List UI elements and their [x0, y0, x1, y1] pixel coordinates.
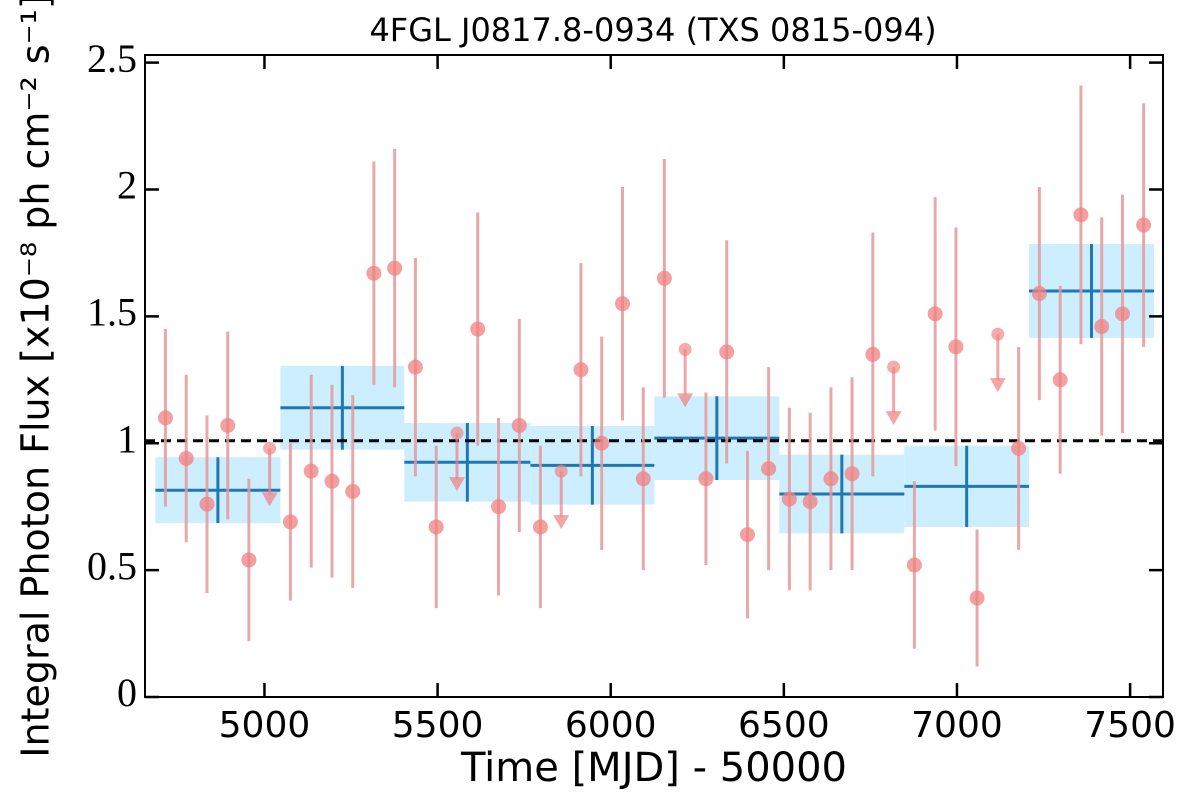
data-point [199, 496, 215, 512]
data-point [906, 557, 922, 573]
x-tick-label: 6000 [565, 705, 657, 746]
data-point [698, 471, 714, 487]
data-point [345, 483, 361, 499]
data-point [969, 590, 985, 606]
data-point [1094, 319, 1110, 335]
upper-limit-point [263, 441, 277, 455]
data-point [614, 296, 630, 312]
upper-limit-point [450, 426, 464, 440]
data-point [532, 519, 548, 535]
upper-limit-point [991, 327, 1005, 341]
data-point [366, 265, 382, 281]
upper-limit-arrow [448, 477, 465, 492]
data-point [719, 344, 735, 360]
chart-title: 4FGL J0817.8-0934 (TXS 0815-094) [369, 11, 936, 49]
y-axis-label: Integral Photon Flux [x10⁻⁸ ph cm⁻² s⁻¹] [14, 0, 58, 758]
data-point [573, 362, 589, 378]
upper-limit-arrow [885, 411, 902, 426]
data-point [948, 339, 964, 355]
upper-limit-arrow [261, 492, 278, 507]
plot-frame [144, 54, 1164, 698]
x-tick-label: 7500 [1084, 705, 1176, 746]
data-point [470, 321, 486, 337]
data-point [220, 417, 236, 433]
x-tick-label: 5000 [219, 705, 311, 746]
y-tick-label: 1.5 [87, 290, 137, 335]
x-tick-label: 5500 [392, 705, 484, 746]
x-tick-label: 6500 [738, 705, 830, 746]
data-point [781, 491, 797, 507]
data-point [282, 514, 298, 530]
data-point [594, 435, 610, 451]
data-point [387, 260, 403, 276]
data-point [511, 417, 527, 433]
data-point [865, 346, 881, 362]
upper-limit-arrow [989, 378, 1006, 393]
y-tick-label: 2 [117, 163, 137, 208]
upper-limit-point [678, 342, 692, 356]
data-point [802, 494, 818, 510]
y-tick-label: 0 [117, 670, 137, 715]
data-point [178, 450, 194, 466]
upper-limit-arrow [553, 515, 570, 530]
data-point [1052, 372, 1068, 388]
data-point [157, 410, 173, 426]
data-point [324, 473, 340, 489]
data-point [823, 471, 839, 487]
data-point [635, 471, 651, 487]
upper-limit-point [554, 464, 568, 478]
plot-area [145, 85, 1163, 667]
upper-limit-arrow [677, 393, 694, 408]
x-tick-label: 7000 [911, 705, 1003, 746]
data-point [927, 306, 943, 322]
y-tick-label: 0.5 [87, 543, 137, 588]
data-point [1136, 217, 1152, 233]
data-point [739, 527, 755, 543]
data-point [1114, 306, 1130, 322]
data-point [1073, 207, 1089, 223]
data-point [1031, 286, 1047, 302]
data-point [241, 552, 257, 568]
y-tick-label: 2.5 [87, 36, 137, 81]
data-point [844, 466, 860, 482]
y-tick-label: 1 [117, 416, 137, 461]
data-point [428, 519, 444, 535]
upper-limit-point [887, 360, 901, 374]
data-point [761, 461, 777, 477]
x-axis-label: Time [MJD] - 50000 [460, 745, 847, 791]
data-point [1011, 440, 1027, 456]
data-point [303, 463, 319, 479]
data-point [656, 270, 672, 286]
data-point [491, 499, 507, 515]
data-point [407, 359, 423, 375]
